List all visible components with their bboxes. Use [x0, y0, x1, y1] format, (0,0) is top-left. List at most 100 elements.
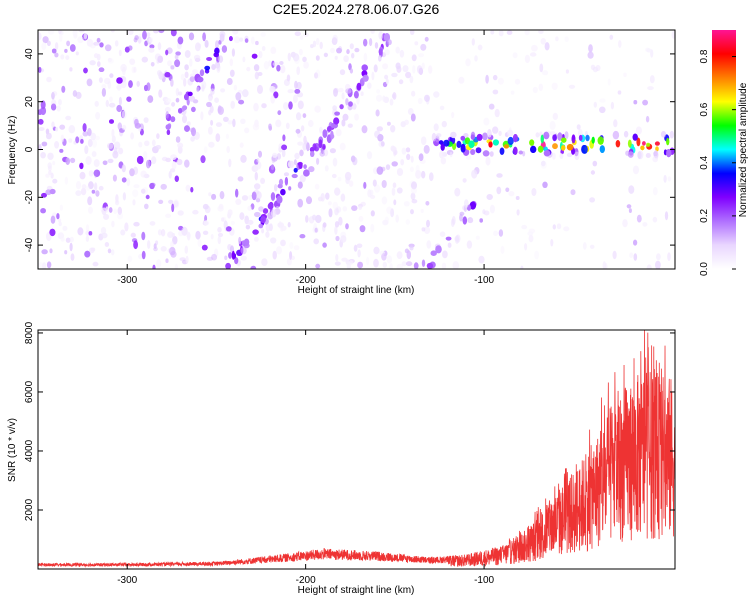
heatmap-cell	[59, 124, 66, 130]
heatmap-cell	[231, 48, 235, 57]
heatmap-cell	[208, 126, 213, 135]
heatmap-cell	[47, 152, 54, 160]
heatmap-cell	[187, 231, 191, 241]
heatmap-cell	[280, 188, 286, 196]
heatmap-cell	[124, 222, 129, 232]
heatmap-cell	[184, 50, 191, 58]
heatmap-cell	[151, 156, 157, 165]
heatmap-cell	[345, 176, 350, 185]
heatmap-cell	[165, 157, 171, 163]
heatmap-cell	[238, 236, 242, 245]
heatmap-cell	[421, 259, 426, 267]
heatmap-cell	[592, 66, 599, 73]
heatmap-cell	[111, 129, 115, 138]
heatmap-cell	[169, 246, 176, 256]
heatmap-cell	[171, 233, 175, 238]
heatmap-cell	[410, 192, 416, 201]
heatmap-cell	[49, 228, 56, 237]
heatmap-cell	[381, 180, 387, 188]
heatmap-cell	[260, 32, 266, 37]
heatmap-cell	[190, 136, 195, 142]
heatmap-cell	[506, 30, 513, 35]
heatmap-cell	[75, 190, 82, 197]
heatmap-cell	[439, 150, 445, 159]
heatmap-cell	[185, 255, 189, 264]
heatmap-cell	[416, 65, 423, 74]
heatmap-cell	[148, 47, 155, 53]
heatmap-cell	[357, 261, 363, 269]
heatmap-cell	[288, 101, 293, 110]
heatmap-cell	[270, 95, 276, 104]
heatmap-cell	[378, 48, 383, 55]
colorbar-tick-label: 0.6	[699, 102, 710, 116]
heatmap-cell	[361, 125, 368, 134]
heatmap-cell	[46, 261, 52, 269]
heatmap-cell	[59, 148, 64, 153]
heatmap-cell	[287, 89, 294, 94]
heatmap-cell	[129, 58, 136, 65]
heatmap-cell	[240, 154, 247, 163]
heatmap-cell	[381, 196, 388, 205]
x-tick-label: -100	[474, 275, 494, 286]
heatmap-cell	[157, 229, 162, 236]
heatmap-cell	[378, 31, 384, 40]
heatmap-cell	[247, 205, 252, 211]
heatmap-cell	[296, 81, 302, 90]
heatmap-cell	[551, 82, 558, 91]
heatmap-cell	[376, 126, 383, 132]
heatmap-cell	[568, 84, 576, 89]
colorbar-ramp	[712, 30, 736, 269]
heatmap-cell	[666, 137, 670, 146]
heatmap-cell	[83, 33, 88, 40]
heatmap-cell	[65, 237, 71, 243]
heatmap-cell	[235, 92, 242, 101]
heatmap-cell	[170, 78, 174, 87]
heatmap-cell	[411, 90, 416, 97]
heatmap-cell	[441, 120, 447, 128]
heatmap-cell	[470, 149, 476, 155]
heatmap-cell	[359, 225, 366, 233]
heatmap-cell	[438, 140, 444, 145]
heatmap-cell	[357, 249, 361, 258]
heatmap-cell	[410, 113, 416, 122]
heatmap-cell	[390, 208, 394, 218]
heatmap-cell	[398, 79, 404, 85]
heatmap-cell	[47, 40, 51, 46]
heatmap-cell	[445, 236, 452, 241]
heatmap-cell	[373, 246, 380, 255]
heatmap-cell	[541, 160, 546, 167]
heatmap-cell	[410, 30, 415, 35]
snr-series-line	[38, 330, 675, 568]
heatmap-cell	[211, 253, 218, 261]
heatmap-cell	[136, 80, 140, 87]
heatmap-cell	[257, 84, 263, 94]
heatmap-cell	[314, 72, 319, 79]
heatmap-cell	[330, 130, 334, 140]
heatmap-cell	[178, 108, 183, 114]
heatmap-cell	[214, 47, 220, 55]
heatmap-cell	[297, 100, 304, 110]
heatmap-cell	[401, 261, 407, 267]
heatmap-cell	[230, 100, 235, 109]
heatmap-cell	[141, 250, 146, 260]
y-tick-label: 0	[24, 146, 35, 152]
heatmap-cell	[223, 220, 228, 230]
heatmap-cell	[334, 226, 338, 235]
heatmap-cell	[184, 64, 189, 71]
heatmap-cell	[38, 102, 42, 110]
heatmap-cell	[164, 72, 171, 78]
spectrogram-y-label: Frequency (Hz)	[7, 116, 18, 185]
heatmap-cell	[411, 54, 417, 62]
snr-panel: -300 -200 -100 2000 4000 6000 8000 Height of …	[7, 321, 676, 596]
heatmap-cell	[361, 64, 368, 71]
heatmap-cell	[633, 100, 638, 105]
heatmap-cell	[349, 68, 353, 74]
heatmap-cell	[345, 223, 349, 230]
heatmap-cell	[414, 41, 419, 46]
heatmap-cell	[158, 30, 165, 34]
heatmap-cell	[83, 67, 88, 74]
heatmap-cell	[204, 40, 209, 48]
heatmap-cell	[405, 219, 410, 225]
heatmap-cell	[88, 231, 93, 236]
heatmap-cell	[234, 257, 239, 265]
